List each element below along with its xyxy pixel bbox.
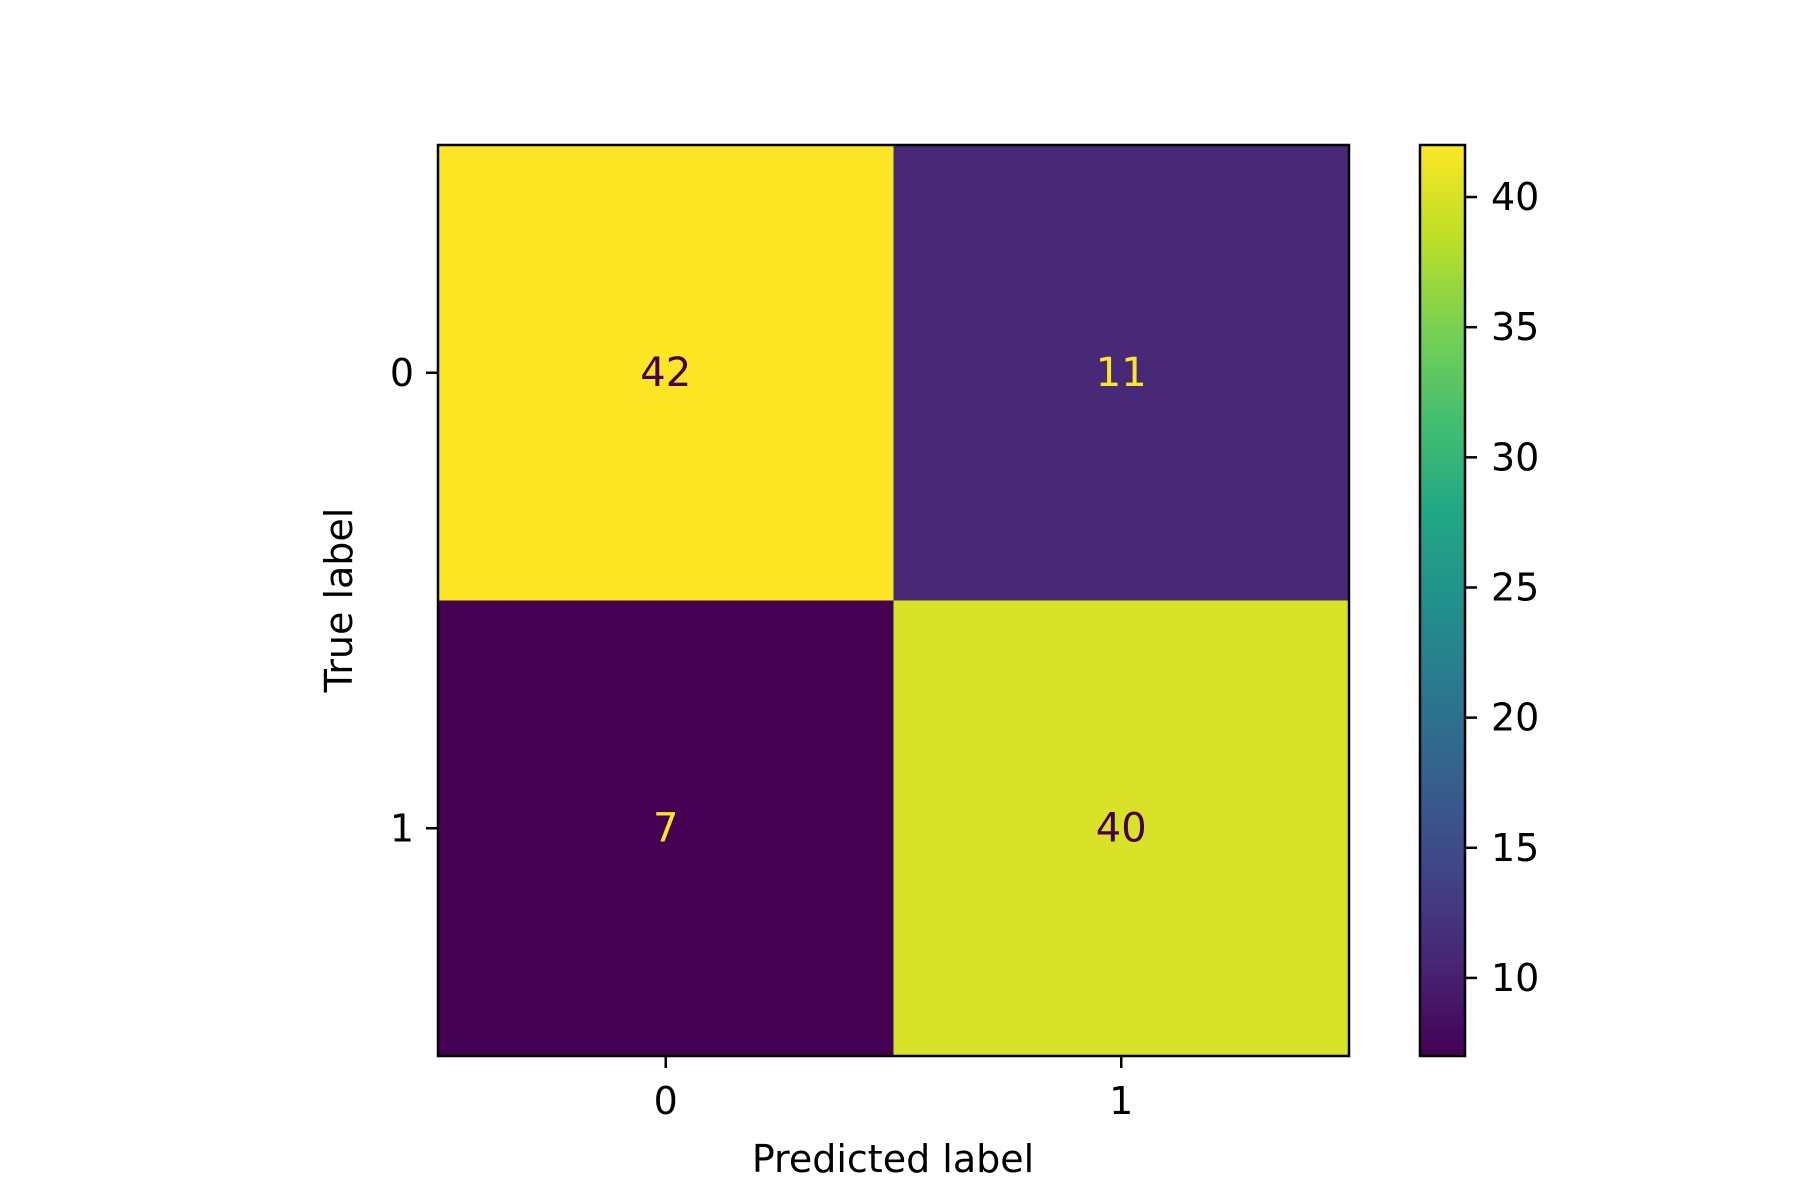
plot-frame	[436, 143, 1351, 1058]
x-axis-label: Predicted label	[752, 1137, 1034, 1181]
heatmap-cell	[438, 600, 894, 1056]
cell-value-label: 11	[1096, 350, 1147, 396]
colorbar-tick-label: 20	[1491, 696, 1539, 740]
y-tick-label: 0	[390, 351, 414, 395]
heatmap-cell	[893, 145, 1349, 601]
cell-value-labels: 42 11 7 40	[640, 350, 1146, 852]
cell-value-label: 7	[653, 805, 678, 851]
y-axis-ticks: 01	[390, 351, 438, 850]
cell-value-label: 40	[1096, 805, 1147, 851]
heatmap-cell	[438, 145, 894, 601]
colorbar-tick-label: 25	[1491, 565, 1539, 609]
x-tick-label: 1	[1109, 1079, 1133, 1123]
heatmap-cells	[438, 145, 1349, 1056]
cell-value-label: 42	[640, 350, 691, 396]
colorbar-tick-label: 30	[1491, 435, 1539, 479]
x-tick-label: 0	[654, 1079, 678, 1123]
colorbar-ticks: 10 15 20 25 30 35 40	[1465, 175, 1539, 1000]
colorbar	[1418, 143, 1467, 1058]
heatmap-cell	[893, 600, 1349, 1056]
colorbar-tick-label: 35	[1491, 305, 1539, 349]
colorbar-tick-label: 10	[1491, 956, 1539, 1000]
y-axis-label: True label	[317, 508, 361, 694]
y-tick-label: 1	[390, 806, 414, 850]
colorbar-tick-label: 40	[1491, 175, 1539, 219]
colorbar-tick-label: 15	[1491, 826, 1539, 870]
